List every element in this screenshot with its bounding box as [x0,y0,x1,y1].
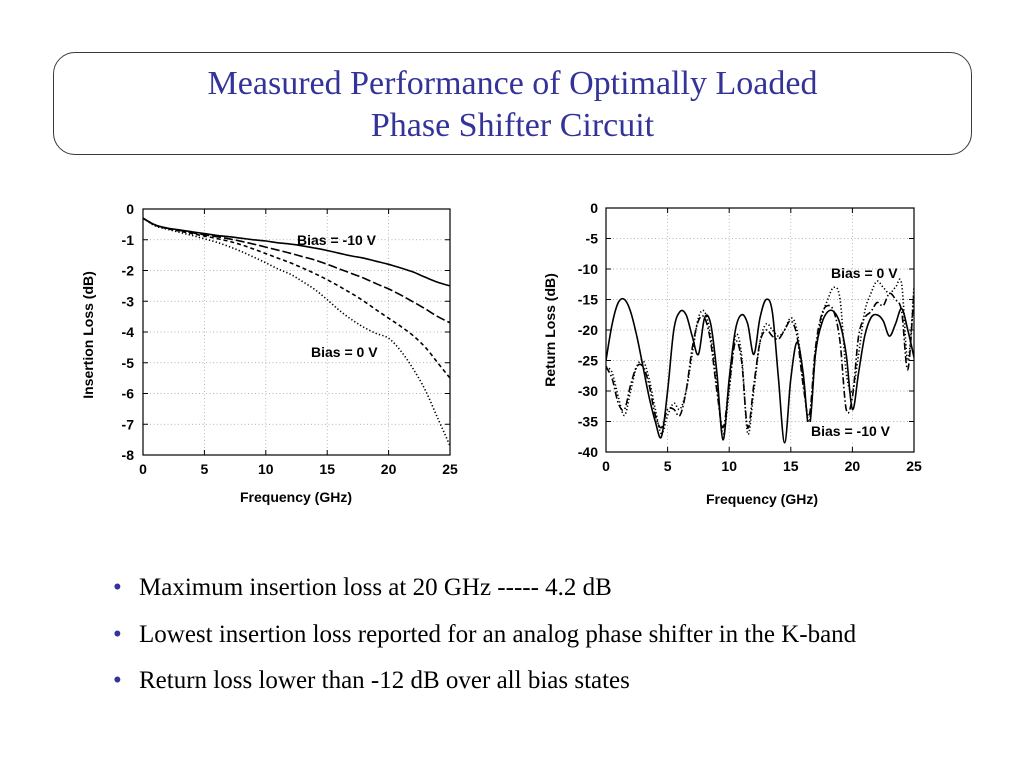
y-tick-label: -5 [586,231,599,247]
bullet-text: Lowest insertion loss reported for an an… [139,620,857,648]
y-tick-label: -1 [122,232,135,248]
x-tick-label: 25 [906,458,922,474]
y-tick-label: -10 [578,261,598,277]
tick-labels: 0 5 10 15 20 25 0 -5 -10 -15 -20 -25 -30 -35 -40 [578,200,922,474]
annotation-background [807,422,899,441]
return-loss-curve-3 [606,290,914,429]
x-tick-label: 10 [258,461,274,477]
plot-series [606,278,914,444]
plot-series [143,217,450,447]
bullet-item: • Lowest insertion loss reported for an … [113,612,856,659]
y-axis-label: Return Loss (dB) [542,273,558,387]
slide-title-line-1: Measured Performance of Optimally Loaded [207,65,818,102]
y-tick-label: -35 [578,414,598,430]
y-tick-label: -2 [122,263,135,279]
annotation-bias-minus-10v: Bias = -10 V [811,423,891,439]
insertion-loss-curve-2 [143,217,450,324]
bullet-text: Return loss lower than -12 dB over all b… [139,667,630,694]
y-tick-label: 0 [590,200,598,216]
y-tick-label: -8 [122,447,135,463]
annotation-bias-0v: Bias = 0 V [831,265,898,281]
tick-labels: 0 5 10 15 20 25 0 -1 -2 -3 -4 -5 -6 -7 -8 [122,201,458,477]
y-tick-label: -40 [578,444,598,460]
bullet-list: • Maximum insertion loss at 20 GHz -----… [113,565,856,705]
y-axis-label: Insertion Loss (dB) [80,271,96,399]
x-tick-label: 5 [664,458,672,474]
x-tick-label: 5 [201,461,209,477]
y-tick-label: 0 [126,201,134,217]
bullet-marker: • [113,574,122,601]
y-tick-label: -25 [578,353,598,369]
insertion-loss-curve-3 [143,217,450,379]
grid [606,208,914,452]
x-axis-label: Frequency (GHz) [240,489,352,505]
x-tick-label: 20 [845,458,861,474]
insertion-loss-chart: 0 5 10 15 20 25 0 -1 -2 -3 -4 -5 -6 -7 -8 Frequency (G… [80,201,458,505]
x-tick-label: 20 [381,461,397,477]
bullet-text: Maximum insertion loss at 20 GHz ----- 4… [139,574,612,601]
grid [143,209,450,455]
x-tick-label: 15 [783,458,799,474]
tick-marks [605,207,915,453]
insertion-loss-curve-1 [143,217,450,287]
bullet-item: • Maximum insertion loss at 20 GHz -----… [113,565,856,612]
y-tick-label: -30 [578,383,598,399]
tick-marks [142,208,451,456]
y-tick-label: -6 [122,386,135,402]
y-tick-label: -3 [122,293,135,309]
return-loss-curve-1 [606,297,914,444]
annotation-bias-minus-10v: Bias = -10 V [297,232,377,248]
x-tick-label: 0 [139,461,147,477]
annotation-bias-0v: Bias = 0 V [311,344,378,360]
slide-title-line-2: Phase Shifter Circuit [370,107,655,144]
return-loss-chart: 0 5 10 15 20 25 0 -5 -10 -15 -20 -25 -30 -35 -40 Frequ… [542,200,922,507]
bullet-item: • Return loss lower than -12 dB over all… [113,658,856,705]
bullet-marker: • [113,667,122,694]
x-tick-label: 10 [721,458,737,474]
y-tick-label: -15 [578,292,598,308]
x-axis-label: Frequency (GHz) [706,491,818,507]
insertion-loss-curve-4 [143,217,450,447]
y-tick-label: -20 [578,322,598,338]
y-tick-label: -5 [122,355,135,371]
y-tick-label: -4 [122,324,135,340]
x-tick-label: 15 [319,461,335,477]
x-tick-label: 0 [602,458,610,474]
y-tick-label: -7 [122,416,135,432]
x-tick-label: 25 [442,461,458,477]
title-box: Measured Performance of Optimally Loaded… [53,52,972,155]
bullet-marker: • [113,620,122,648]
